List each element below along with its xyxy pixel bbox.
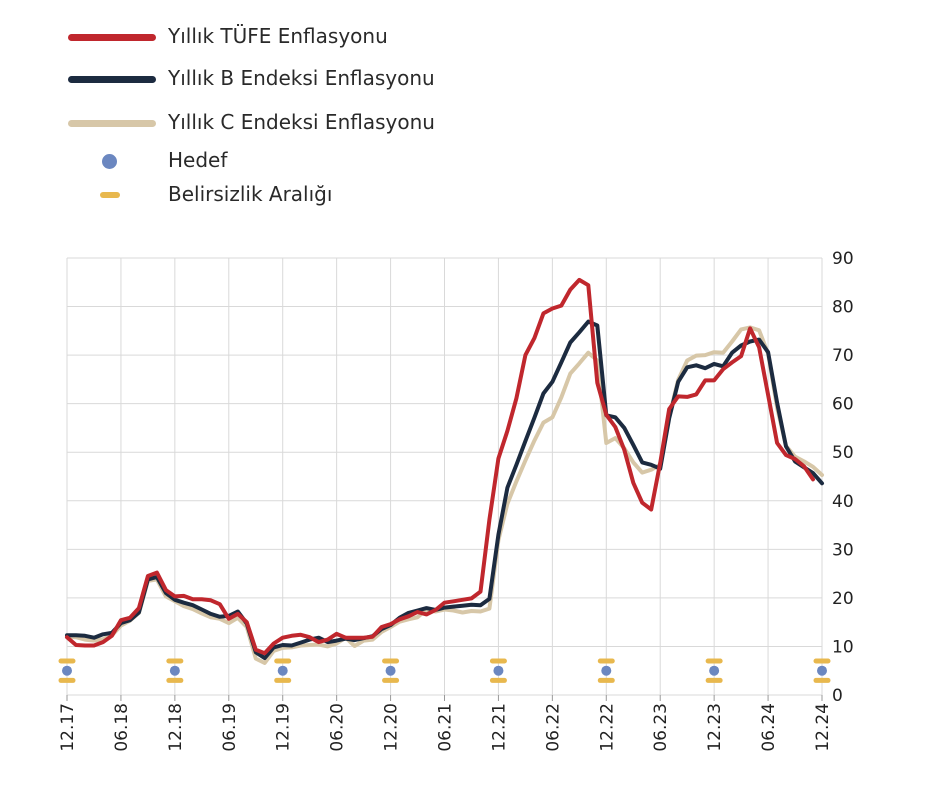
x-tick-label-06.19: 06.19: [220, 703, 240, 752]
legend-label-hedef: Hedef: [168, 148, 228, 172]
x-tick-label-12.24: 12.24: [813, 703, 833, 752]
y-tick-label-50: 50: [832, 443, 854, 463]
x-tick-label-06.22: 06.22: [543, 703, 563, 752]
x-tick-label-12.19: 12.19: [274, 703, 294, 752]
x-tick-label-06.24: 06.24: [759, 703, 779, 752]
y-tick-label-90: 90: [832, 249, 854, 269]
legend-label-b-endeksi: Yıllık B Endeksi Enflasyonu: [168, 66, 435, 90]
target-point: [169, 665, 180, 676]
legend-label-belirsizlik: Belirsizlik Aralığı: [168, 182, 333, 206]
target-point: [385, 665, 396, 676]
y-tick-label-70: 70: [832, 346, 854, 366]
x-tick-label-12.22: 12.22: [597, 703, 617, 752]
x-tick-label-06.20: 06.20: [328, 703, 348, 752]
target-point: [709, 665, 720, 676]
target-point: [62, 665, 72, 676]
y-tick-label-80: 80: [832, 298, 854, 318]
x-tick-label-12.18: 12.18: [166, 703, 186, 752]
series-line-tufe: [65, 277, 815, 656]
series-line-b-endeksi: [65, 319, 824, 661]
x-tick-label-12.17: 12.17: [58, 703, 78, 752]
y-tick-label-20: 20: [832, 589, 854, 609]
y-tick-label-30: 30: [832, 540, 854, 560]
x-tick-label-12.23: 12.23: [705, 703, 725, 752]
y-tick-label-40: 40: [832, 492, 854, 512]
legend-label-tufe: Yıllık TÜFE Enflasyonu: [168, 24, 388, 48]
target-point: [601, 665, 612, 676]
legend-swatch-c-endeksi: [68, 120, 156, 127]
x-tick-label-06.18: 06.18: [112, 703, 132, 752]
legend-swatch-tufe: [68, 34, 156, 41]
x-tick-label-06.23: 06.23: [651, 703, 671, 752]
target-point: [493, 665, 504, 676]
target-point: [817, 665, 827, 676]
y-tick-label-0: 0: [832, 686, 843, 706]
target-point: [277, 665, 288, 676]
x-tick-label-12.21: 12.21: [489, 703, 509, 752]
x-tick-label-12.20: 12.20: [382, 703, 402, 752]
legend-dot-hedef: [102, 154, 117, 169]
y-tick-label-60: 60: [832, 395, 854, 415]
legend-swatch-b-endeksi: [68, 76, 156, 83]
x-tick-label-06.21: 06.21: [436, 703, 456, 752]
legend-dash-belirsizlik: [100, 192, 120, 198]
y-tick-label-10: 10: [832, 637, 854, 657]
legend-label-c-endeksi: Yıllık C Endeksi Enflasyonu: [168, 110, 435, 134]
